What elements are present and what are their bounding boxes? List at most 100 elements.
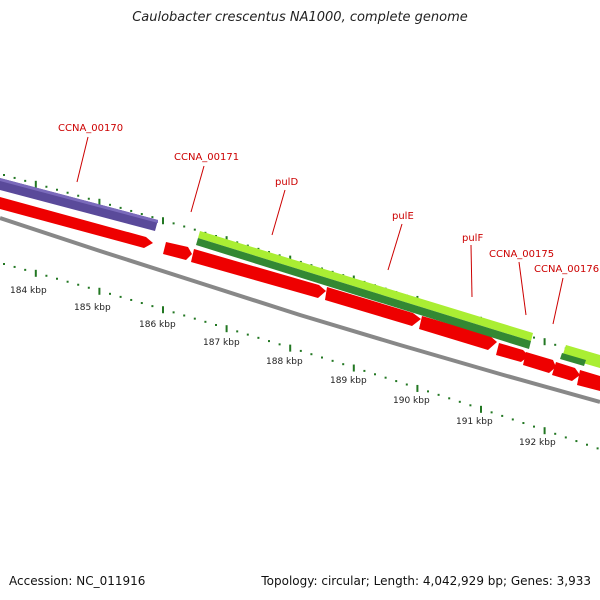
kbp-label-192: 192 kbp <box>519 438 556 448</box>
feature-lime-right <box>562 345 600 368</box>
inner-tick <box>119 295 122 298</box>
inner-tick <box>3 263 5 265</box>
inner-tick <box>183 314 186 317</box>
inner-tick <box>77 283 80 286</box>
outer-tick <box>119 206 122 209</box>
leader-ccna-00175 <box>518 261 527 316</box>
kbp-label-190: 190 kbp <box>393 396 430 406</box>
gene-label-ccna-00175: CCNA_00175 <box>489 249 554 260</box>
outer-tick <box>278 254 281 257</box>
gene-arrow-edge <box>577 370 600 391</box>
tick-dots-inner <box>3 263 599 450</box>
inner-tick <box>511 418 514 421</box>
gene-arrow-ccna-00175b <box>523 352 556 373</box>
feature-purple-highlight <box>0 178 158 223</box>
outer-tick <box>87 197 90 200</box>
inner-tick <box>437 393 440 396</box>
inner-tick <box>458 400 461 403</box>
inner-tick <box>162 306 164 314</box>
accession-label: Accession: NC_011916 <box>9 574 146 588</box>
leader-pulf <box>470 244 473 298</box>
inner-tick <box>310 353 313 356</box>
inner-tick <box>13 265 16 268</box>
inner-tick <box>278 343 281 346</box>
inner-tick <box>522 422 525 425</box>
inner-tick <box>405 383 408 386</box>
outer-tick <box>140 213 143 216</box>
outer-tick <box>193 228 196 231</box>
outer-tick <box>3 174 5 176</box>
inner-tick <box>246 333 249 336</box>
outer-tick <box>268 251 270 254</box>
kbp-label-191: 191 kbp <box>456 417 493 427</box>
inner-tick <box>215 323 217 326</box>
outer-tick <box>45 185 48 188</box>
leader-ccna-00170 <box>76 136 89 183</box>
inner-tick <box>490 411 493 414</box>
outer-tick <box>24 179 27 182</box>
inner-tick <box>66 280 69 283</box>
inner-tick <box>268 340 270 343</box>
kbp-label-184: 184 kbp <box>10 286 47 296</box>
gene-arrow-pulf <box>419 316 497 350</box>
outer-tick <box>34 180 37 188</box>
inner-tick <box>469 404 472 407</box>
map-title: Caulobacter crescentus NA1000, complete … <box>132 10 468 25</box>
inner-tick <box>501 414 504 417</box>
outer-tick <box>533 336 535 339</box>
gene-arrow-puld <box>191 249 326 298</box>
gene-arrow-pule <box>325 287 421 326</box>
inner-tick <box>24 268 27 271</box>
inner-tick <box>586 443 588 446</box>
gene-arrow-ccna-00170 <box>0 197 153 248</box>
gene-label-leaders <box>76 136 564 325</box>
outer-tick <box>109 203 111 206</box>
inner-tick <box>151 305 154 308</box>
outer-tick <box>257 247 260 250</box>
outer-tick <box>183 225 186 228</box>
outer-tick <box>543 338 546 346</box>
leader-pule <box>387 223 403 271</box>
inner-tick <box>289 344 292 352</box>
kbp-label-188: 188 kbp <box>266 357 303 367</box>
gene-arrow-ccna-00175 <box>496 343 529 362</box>
inner-tick <box>427 390 429 393</box>
leader-ccna-00176 <box>552 277 564 325</box>
inner-tick <box>395 380 398 383</box>
inner-tick <box>225 325 228 333</box>
outer-tick <box>77 194 80 197</box>
genome-summary: Topology: circular; Length: 4,042,929 bp… <box>261 574 591 588</box>
inner-tick <box>564 436 567 439</box>
feature-green-right <box>560 353 586 366</box>
inner-tick <box>321 356 323 359</box>
inner-tick <box>193 317 196 320</box>
kbp-label-187: 187 kbp <box>203 338 240 348</box>
inner-tick <box>109 292 111 295</box>
outer-tick <box>236 241 239 244</box>
gene-label-ccna-00170: CCNA_00170 <box>58 123 123 134</box>
leader-puld <box>271 189 286 236</box>
kbp-label-186: 186 kbp <box>139 320 176 330</box>
inner-tick <box>98 287 101 295</box>
outer-tick <box>162 217 164 225</box>
gene-label-ccna-00176: CCNA_00176 <box>534 264 599 275</box>
inner-tick <box>172 311 175 314</box>
outer-tick <box>172 222 175 225</box>
gene-label-pule: pulE <box>392 211 414 222</box>
outer-tick <box>130 209 133 212</box>
feature-lime-band <box>198 231 533 341</box>
gene-label-pulf: pulF <box>462 233 483 244</box>
inner-tick <box>34 269 37 277</box>
outer-tick <box>246 244 249 247</box>
gene-arrow-ccna-00171 <box>163 242 192 260</box>
outer-tick <box>13 176 16 179</box>
kbp-label-189: 189 kbp <box>330 376 367 386</box>
inner-tick <box>363 369 366 372</box>
inner-tick <box>140 302 143 305</box>
inner-tick <box>87 286 90 289</box>
inner-tick <box>554 432 557 435</box>
outer-tick <box>56 188 58 191</box>
inner-tick <box>543 427 546 435</box>
inner-tick <box>575 440 578 443</box>
